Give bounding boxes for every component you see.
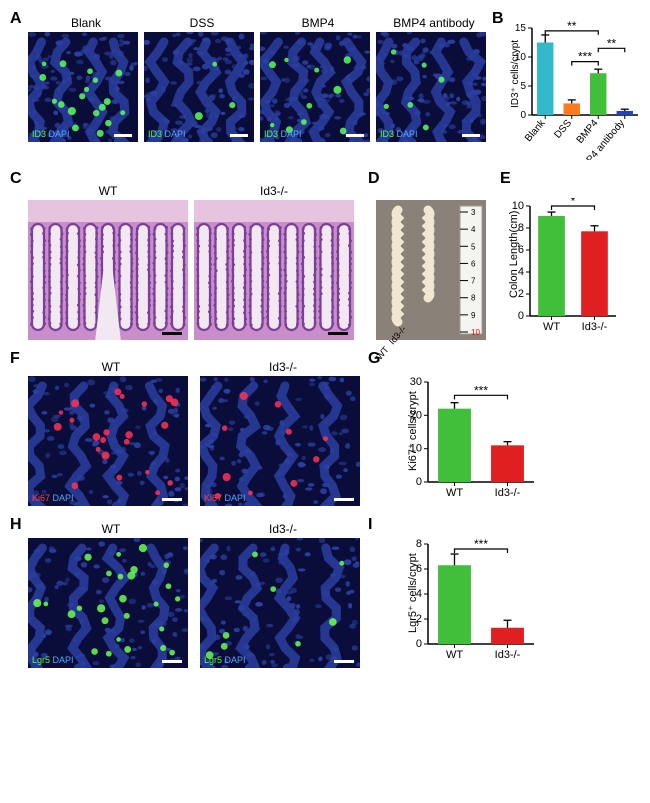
bar [537,43,553,116]
micrograph: Ki67/DAPI [200,376,360,506]
scale-bar [346,134,364,137]
bar-chart: 0102030WTId3-/-***Ki67⁺ cells/crypt [398,374,538,504]
panel-label: H [10,516,22,534]
scale-bar [462,134,480,137]
bar [617,111,633,115]
micrograph-title: BMP4 [260,16,376,30]
micrograph-title: WT [28,522,194,536]
y-axis-label: Lgr5⁺ cells/crypt [406,553,419,633]
stain-label: Lgr5/DAPI [32,655,74,665]
bar [491,628,524,644]
scale-bar [328,332,348,335]
svg-text:**: ** [607,36,617,50]
svg-text:Blank: Blank [523,117,548,144]
panel-label: A [10,10,22,28]
stain-label: ID3/DAPI [148,129,186,139]
micrograph-title: Id3-/- [200,360,366,374]
svg-text:Id3-/-: Id3-/- [495,649,521,661]
svg-text:8: 8 [416,538,422,550]
stain-label: Lgr5/DAPI [204,655,246,665]
svg-text:10: 10 [471,328,480,337]
bar [538,216,565,316]
svg-text:7: 7 [471,277,476,286]
panel-label: C [10,170,22,188]
svg-text:3: 3 [471,208,476,217]
micrograph-title: WT [28,184,188,198]
svg-text:30: 30 [410,376,422,388]
micrograph: ID3/DAPI [144,32,254,142]
bar [590,73,606,115]
bar [581,231,608,316]
svg-text:***: *** [474,537,488,551]
svg-text:5: 5 [520,81,526,92]
micrograph: ID3/DAPI [28,32,138,142]
micrograph-title: WT [28,360,194,374]
micrograph-title: BMP4 antibody [376,16,492,30]
bar [491,445,524,482]
svg-text:0: 0 [416,638,422,650]
micrograph: Lgr5/DAPI [200,538,360,668]
stain-label: Ki67/DAPI [32,493,74,503]
svg-text:WT: WT [543,321,560,333]
micrograph: ID3/DAPI [376,32,486,142]
svg-text:0: 0 [520,110,526,121]
panel-label: F [10,350,20,368]
micrograph-title: DSS [144,16,260,30]
micrograph-title: Blank [28,16,144,30]
svg-text:15: 15 [515,23,527,34]
panel-label: I [368,516,372,534]
svg-text:WT: WT [446,649,463,661]
bar-chart: 02468WTId3-/-***Lgr5⁺ cells/crypt [398,536,538,666]
stain-label: ID3/DAPI [380,129,418,139]
panel-label: D [368,170,380,188]
gross-colon-photo: 345678910WTId3-/- [376,200,486,340]
scale-bar [334,498,354,501]
micrograph: ID3/DAPI [260,32,370,142]
svg-text:DSS: DSS [552,118,574,141]
svg-text:BMP4: BMP4 [575,118,601,146]
y-axis-label: Ki67⁺ cells/crypt [406,391,419,471]
svg-text:**: ** [567,20,577,33]
svg-text:0: 0 [518,310,524,322]
histology-image [28,200,188,340]
bar [438,565,471,644]
stain-label: Ki67/DAPI [204,493,246,503]
svg-text:***: *** [578,50,592,64]
svg-text:Id3-/-: Id3-/- [495,487,521,499]
y-axis-label: ID3⁺ cells/crypt [510,40,521,108]
scale-bar [162,498,182,501]
micrograph-title: Id3-/- [194,184,354,198]
svg-text:Id3-/-: Id3-/- [582,321,608,333]
micrograph: Ki67/DAPI [28,376,188,506]
scale-bar [334,660,354,663]
micrograph: Lgr5/DAPI [28,538,188,668]
svg-text:6: 6 [471,259,476,268]
svg-text:WT: WT [446,487,463,499]
stain-label: ID3/DAPI [264,129,302,139]
bar-chart: 051015BlankDSSBMP4BMP4 antibody*******ID… [502,20,642,160]
svg-text:8: 8 [471,294,476,303]
svg-text:4: 4 [471,225,476,234]
scale-bar [162,332,182,335]
panel-label: E [500,170,511,188]
svg-text:9: 9 [471,311,476,320]
bar [564,103,580,115]
svg-text:0: 0 [416,476,422,488]
y-axis-label: Colon Length(cm) [508,210,520,297]
bar-chart: 0246810WTId3-/-*Colon Length(cm) [500,198,620,338]
histology-image [194,200,354,340]
panel-label: G [368,350,380,368]
bar [438,409,471,482]
micrograph-title: Id3-/- [200,522,366,536]
stain-label: ID3/DAPI [32,129,70,139]
svg-text:5: 5 [471,242,476,251]
scale-bar [162,660,182,663]
svg-text:***: *** [474,383,488,397]
scale-bar [114,134,132,137]
scale-bar [230,134,248,137]
svg-text:*: * [571,198,576,208]
